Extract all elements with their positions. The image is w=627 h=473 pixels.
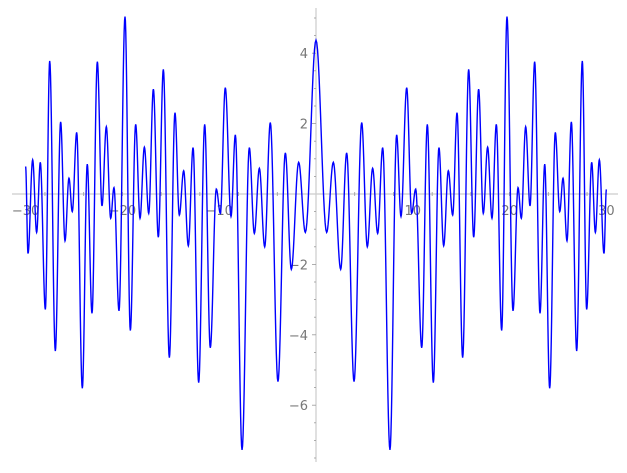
x-tick-label: 30 — [598, 204, 615, 219]
series-line — [24, 16, 608, 450]
y-tick-label: −6 — [289, 399, 308, 414]
tick-labels: −30 −20 −10 10 20 30 −6 −4 −2 2 4 — [12, 47, 615, 414]
x-tick-label: −30 — [12, 204, 39, 219]
y-tick-label: −2 — [289, 258, 308, 273]
axes — [12, 8, 618, 462]
y-tick-label: 4 — [300, 47, 308, 62]
y-tick-label: −4 — [289, 329, 308, 344]
x-tick-label: 20 — [501, 204, 518, 219]
y-tick-label: 2 — [300, 118, 308, 133]
